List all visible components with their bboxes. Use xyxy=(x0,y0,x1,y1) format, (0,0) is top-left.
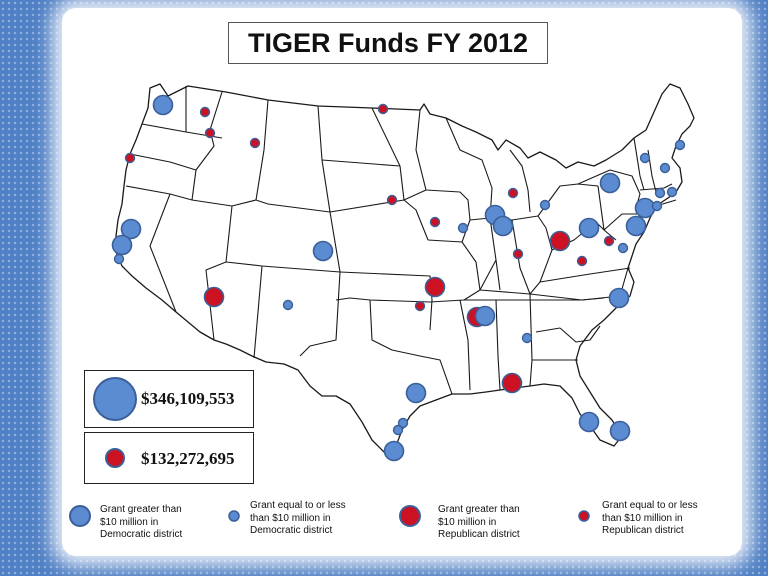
grant-marker-republican-small xyxy=(204,127,216,139)
legend-item-dem-small: Grant equal to or less than $10 million … xyxy=(224,488,394,548)
grant-marker-republican-small xyxy=(576,255,588,267)
grant-marker-republican-large xyxy=(424,276,446,298)
legend-item-dem-large: Grant greater than $10 million in Democr… xyxy=(66,488,236,548)
grant-marker-democratic-small xyxy=(659,162,671,174)
grant-marker-republican-small xyxy=(249,137,261,149)
grant-marker-democratic-small xyxy=(639,152,651,164)
legend-item-rep-small: Grant equal to or less than $10 million … xyxy=(574,488,738,548)
legend-label-dem-large: Grant greater than $10 million in Democr… xyxy=(100,504,183,540)
grant-marker-democratic-large xyxy=(578,411,600,433)
grant-marker-republican-large xyxy=(501,372,523,394)
legend-item-rep-large: Grant greater than $10 million in Republ… xyxy=(396,488,566,548)
grant-marker-democratic-large xyxy=(152,94,174,116)
grant-marker-democratic-large xyxy=(625,215,647,237)
scale-key-democratic-amount: $346,109,553 xyxy=(141,389,235,408)
scale-key-republican-amount: $132,272,695 xyxy=(141,449,235,468)
grant-marker-democratic-large xyxy=(312,240,334,262)
grant-marker-republican-small xyxy=(414,300,426,312)
legend-circle-republican-large xyxy=(399,505,421,527)
grant-marker-republican-small xyxy=(507,187,519,199)
grant-marker-republican-small xyxy=(377,103,389,115)
grant-markers xyxy=(111,94,686,462)
grant-marker-republican-small xyxy=(429,216,441,228)
legend-marker-dem-large xyxy=(69,505,91,527)
legend: Grant greater than $10 million in Democr… xyxy=(66,488,738,548)
grant-marker-democratic-small xyxy=(666,186,678,198)
legend-marker-rep-large xyxy=(399,505,421,527)
grant-marker-democratic-small xyxy=(521,332,533,344)
scale-key-democratic: $346,109,553 xyxy=(84,370,254,428)
scale-key-republican: $132,272,695 xyxy=(84,432,254,484)
legend-circle-democratic-small xyxy=(228,510,240,522)
grant-marker-democratic-large xyxy=(609,420,631,442)
grant-marker-democratic-small xyxy=(651,200,663,212)
grant-marker-democratic-small xyxy=(397,417,409,429)
grant-marker-democratic-large xyxy=(474,305,496,327)
legend-marker-dem-small xyxy=(228,510,240,522)
grant-marker-democratic-small xyxy=(654,187,666,199)
grant-marker-republican-small xyxy=(386,194,398,206)
grant-marker-democratic-small xyxy=(674,139,686,151)
legend-label-rep-small: Grant equal to or less than $10 million … xyxy=(602,500,698,536)
scale-key-dem-circle xyxy=(93,377,137,421)
grant-marker-democratic-large xyxy=(578,217,600,239)
grant-marker-republican-small xyxy=(603,235,615,247)
grant-marker-democratic-large xyxy=(634,197,656,219)
grant-marker-republican-small xyxy=(199,106,211,118)
map-title: TIGER Funds FY 2012 xyxy=(228,22,548,64)
scale-key-democratic-marker xyxy=(93,377,137,421)
scale-key-rep-circle xyxy=(105,448,125,468)
grant-marker-democratic-large xyxy=(608,287,630,309)
scale-key-republican-marker xyxy=(105,448,125,468)
us-outline xyxy=(115,83,695,457)
grant-marker-democratic-large xyxy=(111,234,133,256)
legend-circle-republican-small xyxy=(578,510,590,522)
grant-marker-democratic-large xyxy=(120,218,142,240)
grant-marker-democratic-small xyxy=(617,242,629,254)
grant-marker-democratic-large xyxy=(383,440,405,462)
grant-marker-democratic-large xyxy=(405,382,427,404)
grant-marker-democratic-small xyxy=(282,299,294,311)
grant-marker-democratic-large xyxy=(599,172,621,194)
legend-label-rep-large: Grant greater than $10 million in Republ… xyxy=(438,504,520,540)
grant-marker-democratic-small xyxy=(457,222,469,234)
grant-marker-democratic-small xyxy=(392,424,404,436)
grant-marker-democratic-small xyxy=(113,253,125,265)
legend-label-dem-small: Grant equal to or less than $10 million … xyxy=(250,500,346,536)
grant-marker-republican-large xyxy=(203,286,225,308)
grant-marker-democratic-large xyxy=(492,215,514,237)
legend-circle-democratic-large xyxy=(69,505,91,527)
grant-marker-republican-large xyxy=(549,230,571,252)
grant-marker-democratic-small xyxy=(539,199,551,211)
legend-marker-rep-small xyxy=(578,510,590,522)
grant-marker-republican-small xyxy=(124,152,136,164)
grant-marker-republican-small xyxy=(512,248,524,260)
